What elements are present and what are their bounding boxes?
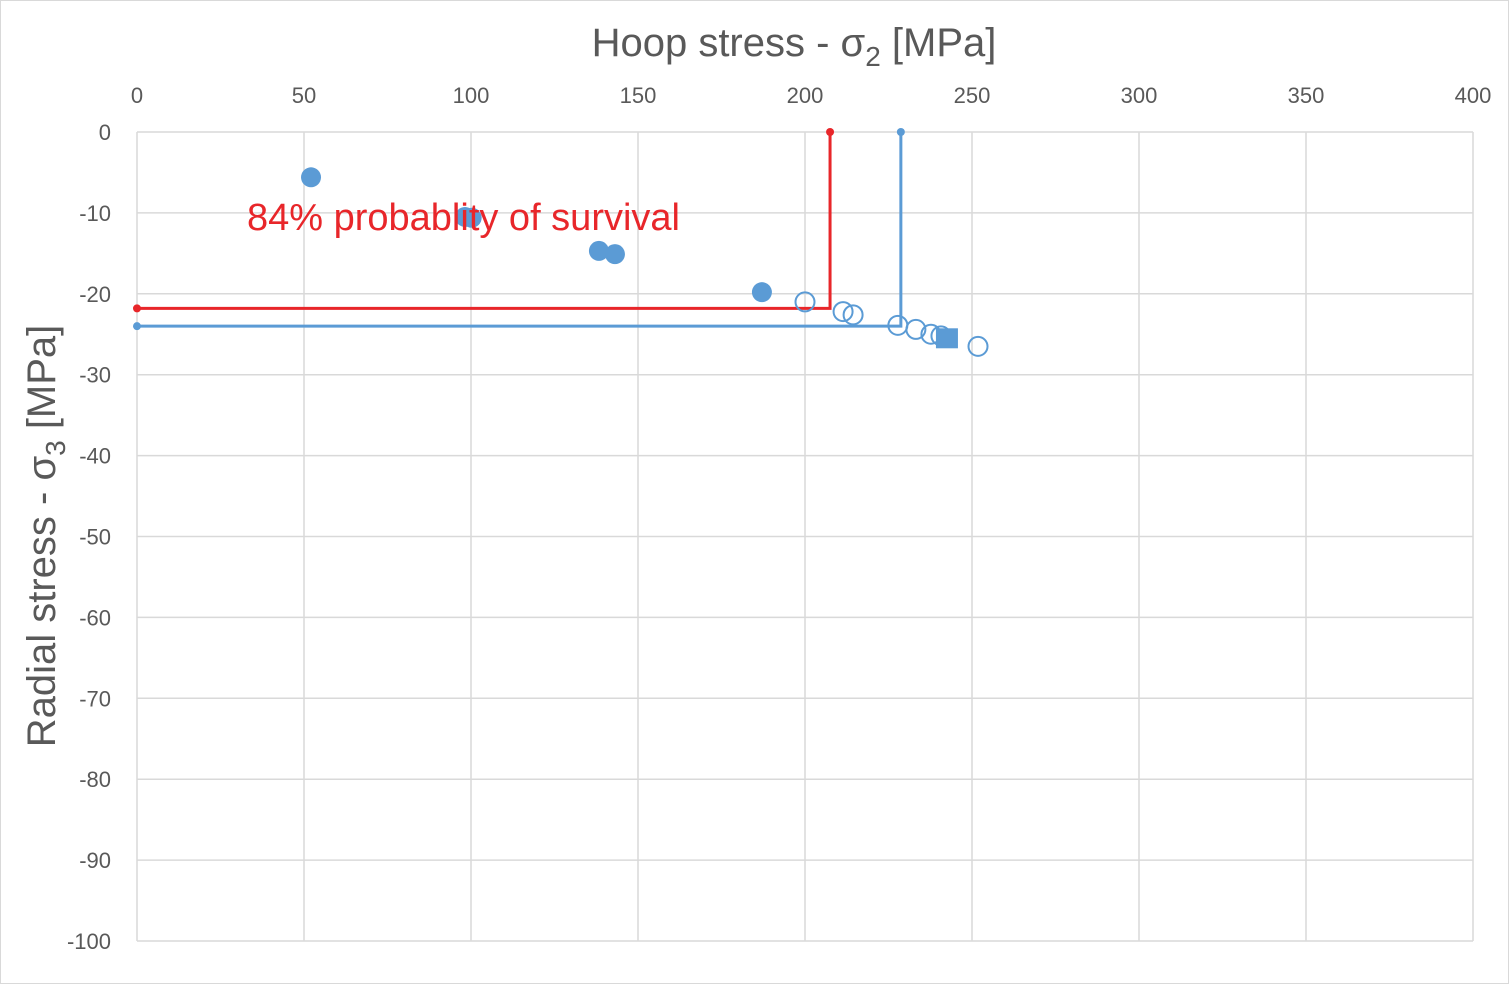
y-tick-label: -20 (79, 282, 111, 307)
y-tick-label: -40 (79, 444, 111, 469)
data-point-open (794, 291, 816, 313)
y-tick-label: -50 (79, 525, 111, 550)
data-point-filled (604, 244, 625, 265)
data-point-open (842, 304, 864, 326)
annotation-label: 84% probablity of survival (247, 197, 680, 239)
y-tick-label: -10 (79, 201, 111, 226)
x-tick-label: 50 (292, 83, 316, 108)
x-tick-label: 200 (787, 83, 824, 108)
data-point-open (967, 335, 989, 357)
blue-limit-endpoint (896, 128, 905, 136)
x-tick-label: 0 (131, 83, 143, 108)
x-tick-label: 300 (1121, 83, 1158, 108)
x-axis-title: Hoop stress - σ2 [MPa] (592, 21, 997, 72)
x-tick-label: 100 (453, 83, 490, 108)
y-tick-label: -80 (79, 767, 111, 792)
y-tick-label: 0 (99, 120, 111, 145)
blue-limit-line (137, 132, 903, 328)
blue-limit-endpoint (133, 322, 141, 331)
data-point-filled (461, 207, 482, 228)
red-limit-line (137, 132, 832, 310)
data-point-open (832, 301, 854, 323)
x-tick-label: 350 (1288, 83, 1325, 108)
red-limit-endpoint (133, 304, 141, 313)
y-axis-title: Radial stress - σ3 [MPa] (20, 325, 71, 748)
data-point-filled (301, 167, 322, 188)
x-tick-label: 150 (620, 83, 657, 108)
x-tick-label: 250 (954, 83, 991, 108)
data-point-filled (588, 240, 609, 261)
data-point-square (935, 328, 958, 349)
red-limit-endpoint (826, 128, 835, 136)
data-point-filled (751, 282, 772, 303)
y-tick-label: -100 (67, 929, 111, 954)
x-tick-label: 400 (1455, 83, 1492, 108)
y-tick-label: -60 (79, 605, 111, 630)
data-point-open (905, 318, 927, 340)
y-tick-label: -30 (79, 363, 111, 388)
y-tick-label: -70 (79, 686, 111, 711)
y-tick-label: -90 (79, 848, 111, 873)
